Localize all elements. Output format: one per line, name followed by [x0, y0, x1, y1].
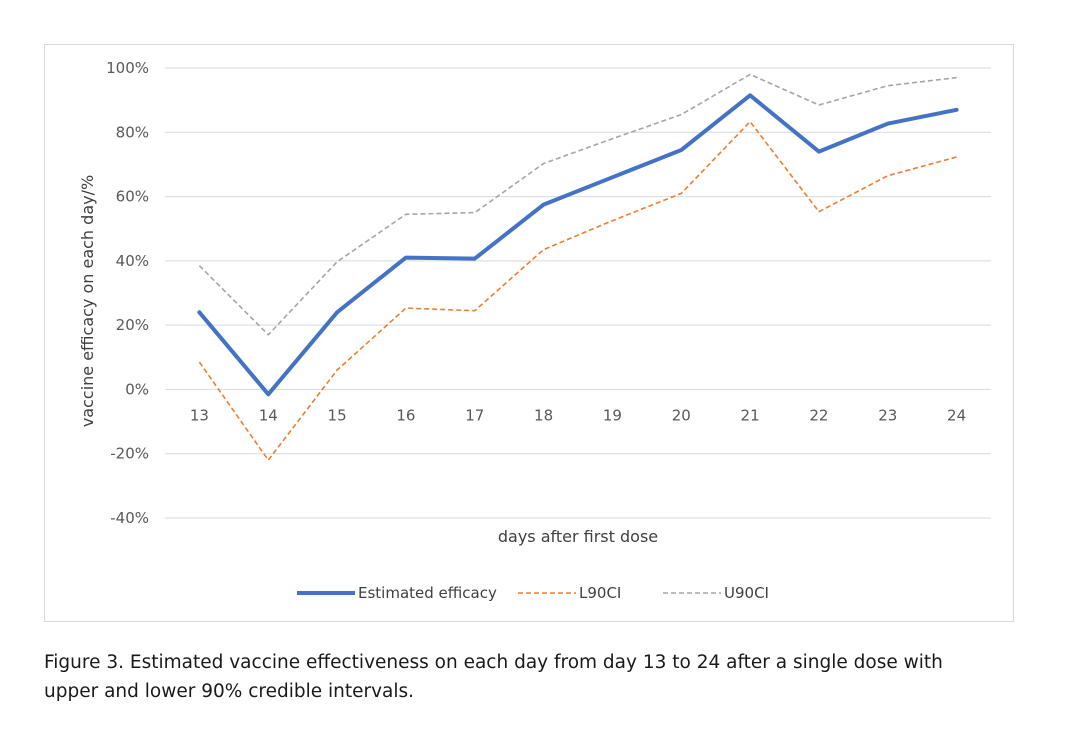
- figure-caption: Figure 3. Estimated vaccine effectivenes…: [44, 648, 1034, 706]
- x-axis-ticks: 13 14 15 16 17 18 19 20 21 22 23 24: [190, 406, 966, 424]
- y-tick-label: 20%: [116, 316, 149, 334]
- x-tick-label: 24: [947, 406, 966, 424]
- x-axis-title: days after first dose: [498, 527, 658, 546]
- y-tick-label: 60%: [116, 188, 149, 206]
- x-tick-label: 21: [741, 406, 760, 424]
- y-axis-title: vaccine efficacy on each day/%: [78, 175, 97, 427]
- legend-label: L90CI: [579, 584, 621, 602]
- legend-label: U90CI: [724, 584, 769, 602]
- caption-line-2: upper and lower 90% credible intervals.: [44, 681, 415, 702]
- gridlines: [165, 67, 991, 519]
- x-tick-label: 13: [190, 406, 209, 424]
- x-tick-label: 17: [465, 406, 484, 424]
- y-tick-label: 40%: [116, 252, 149, 270]
- line-chart: 100%80%60%40%20%0%-20%-40% 13 14 15 16 17 18 1…: [78, 59, 991, 602]
- y-tick-label: 0%: [125, 380, 149, 398]
- y-axis-ticks: 100% 80% 60% 40% 20% 0% -20% -40%: [106, 59, 149, 527]
- legend: Estimated efficacy L90CI U90CI: [297, 584, 769, 602]
- series-lines: [197, 73, 959, 461]
- series-line-estimated-efficacy: [197, 93, 959, 397]
- y-tick-label: -20%: [110, 445, 149, 463]
- x-tick-label: 22: [809, 406, 828, 424]
- x-tick-label: 14: [259, 406, 278, 424]
- chart-frame: 100% 80% 60% 40% 20% 0% -20% -40% 13 14 15 16 17 18 1…: [44, 44, 1014, 622]
- y-tick-label: 80%: [116, 123, 149, 141]
- x-tick-label: 15: [328, 406, 347, 424]
- x-tick-label: 18: [534, 406, 553, 424]
- series-line-u90ci: [198, 73, 957, 336]
- legend-label: Estimated efficacy: [358, 584, 497, 602]
- x-tick-label: 19: [603, 406, 622, 424]
- x-tick-label: 20: [672, 406, 691, 424]
- caption-line-1: Figure 3. Estimated vaccine effectivenes…: [44, 652, 943, 673]
- y-tick-label: -40%: [110, 509, 149, 527]
- x-tick-label: 23: [878, 406, 897, 424]
- series-line-l90ci: [198, 120, 957, 461]
- x-tick-label: 16: [396, 406, 415, 424]
- y-tick-label: 100%: [106, 59, 149, 77]
